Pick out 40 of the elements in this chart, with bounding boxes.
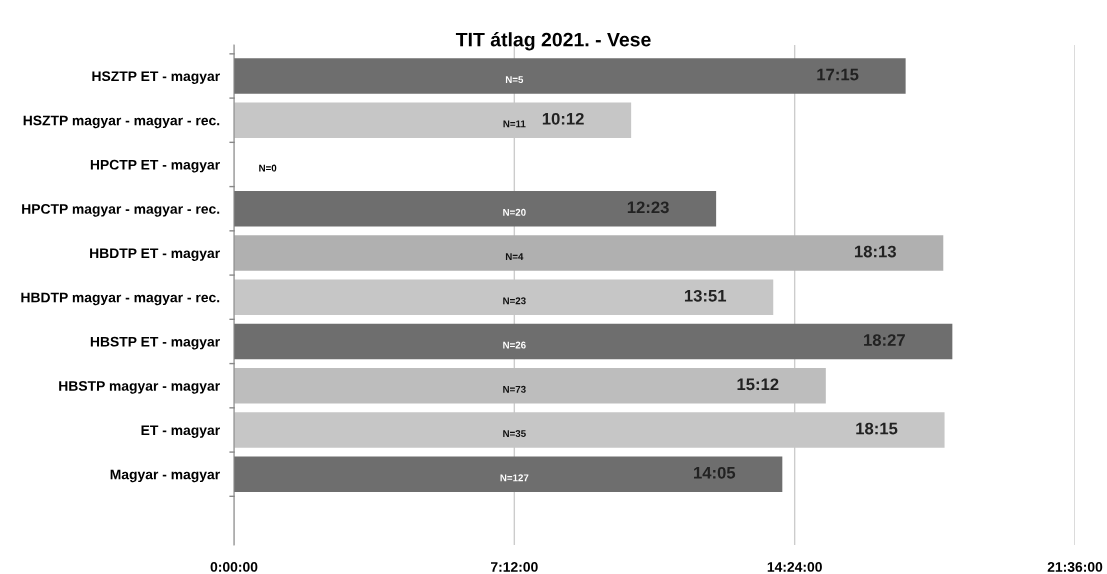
- annotation: N=127: [500, 474, 529, 482]
- y-tick-label: HBSTP ET - magyar: [90, 336, 220, 350]
- annotation: N=26: [503, 341, 526, 349]
- data-label: 18:13: [854, 245, 896, 258]
- x-tick-label: 0:00:00: [210, 562, 258, 572]
- data-label: 12:23: [627, 201, 669, 214]
- annotation: N=35: [503, 430, 526, 437]
- x-tick-label: 21:36:00: [1047, 562, 1103, 572]
- y-tick-label: Magyar - magyar: [110, 469, 220, 483]
- y-tick-label: HBSTP magyar - magyar: [59, 381, 220, 394]
- annotation: N=4: [505, 253, 524, 260]
- chart-title: TIT átlag 2021. - Vese: [455, 32, 651, 51]
- data-label: 13:51: [684, 289, 727, 302]
- bar: [234, 456, 783, 492]
- y-tick-label: ET - magyar: [141, 425, 220, 438]
- y-tick-label: HBDTP ET - magyar: [90, 248, 220, 261]
- data-label: 14:05: [694, 466, 736, 479]
- data-label: 17:15: [817, 68, 859, 81]
- data-label: 18:27: [864, 334, 905, 346]
- data-label: 10:12: [542, 112, 584, 125]
- data-label: 15:12: [737, 378, 779, 391]
- bar: [234, 191, 717, 227]
- bar: [234, 58, 906, 94]
- bar: [234, 235, 944, 271]
- y-tick-label: HSZTP magyar - magyar - rec.: [23, 115, 220, 129]
- x-tick-label: 14:24:00: [767, 562, 822, 572]
- y-tick-label: HBDTP magyar - magyar - rec.: [21, 292, 220, 306]
- y-tick-label: HPCTP ET - magyar: [90, 159, 220, 173]
- data-label: 18:15: [856, 422, 898, 435]
- y-tick-label: HPCTP magyar - magyar - rec.: [22, 204, 220, 217]
- annotation: N=11: [503, 120, 526, 128]
- annotation: N=5: [505, 76, 524, 84]
- annotation: N=73: [503, 385, 526, 393]
- bar: [234, 323, 953, 360]
- y-tick-label: HSZTP ET - magyar: [92, 71, 220, 84]
- annotation: N=23: [503, 297, 526, 305]
- annotation: N=20: [503, 208, 526, 216]
- annotation: N=0: [259, 164, 277, 172]
- bar: [234, 368, 826, 404]
- x-tick-label: 7:12:00: [491, 562, 538, 572]
